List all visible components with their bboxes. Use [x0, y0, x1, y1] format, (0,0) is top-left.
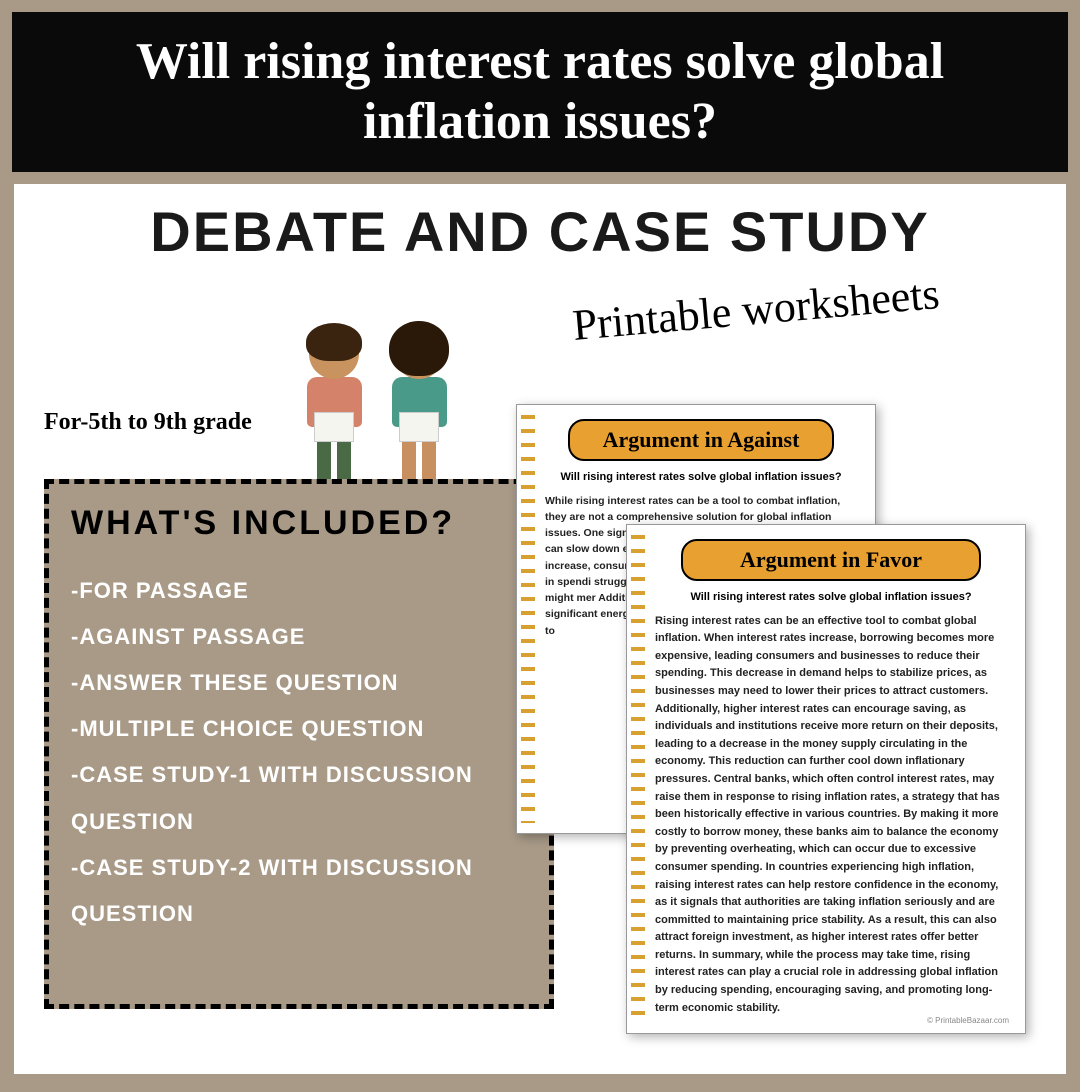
whats-included-box: WHAT'S INCLUDED? -for passage -against p… — [44, 479, 554, 1009]
worksheet-header: Argument in Favor — [681, 539, 980, 581]
included-list: -for passage -against passage -answer th… — [71, 568, 527, 938]
subtitle: Debate and case study — [34, 199, 1046, 264]
list-item: -case study-2 with discussion question — [71, 845, 527, 937]
worksheet-favor: Argument in Favor Will rising interest r… — [626, 524, 1026, 1034]
worksheet-header: Argument in Against — [568, 419, 833, 461]
included-heading: WHAT'S INCLUDED? — [71, 504, 527, 543]
list-item: -for passage — [71, 568, 527, 614]
worksheet-footer: © PrintableBazaar.com — [927, 1016, 1009, 1025]
worksheet-question: Will rising interest rates solve global … — [655, 591, 1007, 603]
worksheet-question: Will rising interest rates solve global … — [545, 471, 857, 483]
list-item: -multiple choice question — [71, 706, 527, 752]
kids-illustration — [294, 329, 474, 489]
spiral-binding-icon — [631, 535, 645, 1023]
list-item: -against passage — [71, 614, 527, 660]
worksheet-body: Rising interest rates can be an effectiv… — [655, 613, 1007, 1018]
title-banner: Will rising interest rates solve global … — [12, 12, 1068, 172]
content-area: Debate and case study Printable workshee… — [14, 184, 1066, 1074]
grade-label: For-5th to 9th grade — [44, 409, 252, 436]
printable-worksheets-label: Printable worksheets — [505, 262, 1008, 356]
list-item: -answer these question — [71, 660, 527, 706]
spiral-binding-icon — [521, 415, 535, 823]
list-item: -case study-1 with discussion question — [71, 752, 527, 844]
